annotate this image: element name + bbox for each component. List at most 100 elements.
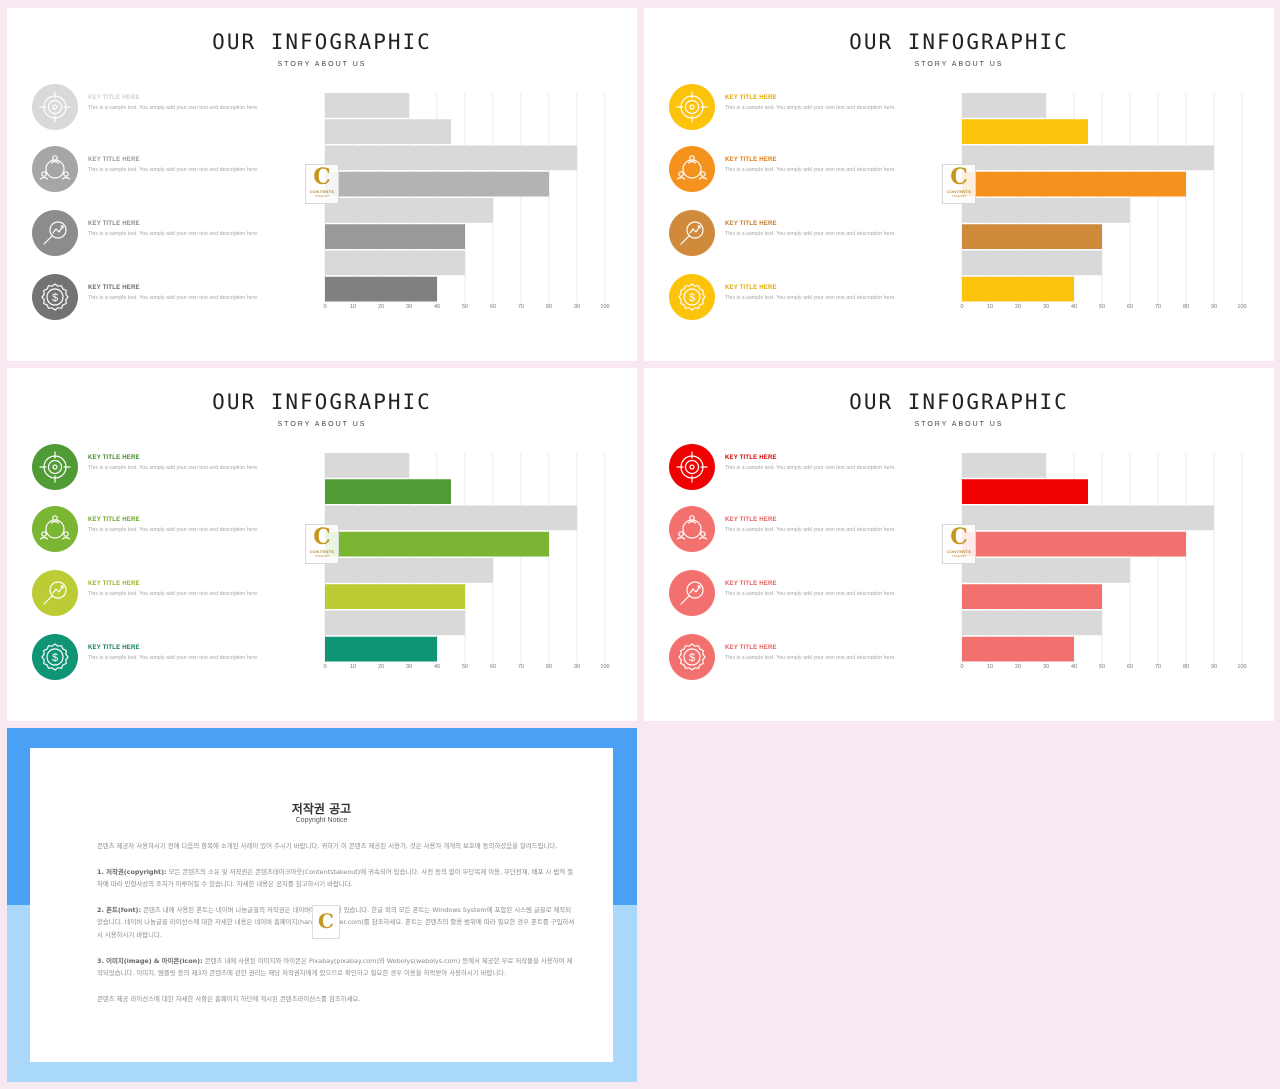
x-tick-label: 70 (1155, 304, 1161, 310)
x-tick-label: 30 (1043, 304, 1049, 310)
target-icon (32, 444, 78, 490)
key-title: KEY TITLE HERE (725, 221, 777, 227)
logo-sub: TAKEOUT (952, 194, 966, 198)
x-tick-label: 60 (490, 304, 496, 310)
x-tick-label: 60 (1127, 304, 1133, 310)
x-tick-label: 100 (600, 664, 609, 670)
key-description: This is a sample text. You simply add yo… (88, 591, 259, 597)
key-title: KEY TITLE HERE (725, 95, 777, 101)
bar-chart: 0 10 20 30 40 50 60 70 80 90 100 (960, 93, 1252, 328)
key-item: KEY TITLE HERE This is a sample text. Yo… (32, 84, 322, 130)
x-tick-label: 30 (406, 664, 412, 670)
svg-text:$: $ (689, 652, 695, 664)
magnifier-chart-icon (32, 570, 78, 616)
x-tick-label: 50 (462, 664, 468, 670)
key-description: This is a sample text. You simply add yo… (725, 591, 896, 597)
key-title: KEY TITLE HERE (88, 455, 140, 461)
watermark-logo: C CONTENTS TAKEOUT (305, 524, 339, 564)
key-description: This is a sample text. You simply add yo… (88, 295, 259, 301)
x-tick-label: 10 (987, 304, 993, 310)
logo-sub: TAKEOUT (315, 194, 329, 198)
bar-value (325, 636, 437, 662)
notice-section-text: 콘텐츠 내에 사용된 이미지와 아이콘은 Pixabay(pixabay.com… (97, 956, 573, 978)
key-item: KEY TITLE HERE This is a sample text. Yo… (32, 444, 322, 490)
x-tick-label: 90 (574, 664, 580, 670)
network-icon (32, 506, 78, 552)
watermark-logo: C CONTENTS TAKEOUT (942, 524, 976, 564)
slide-title: OUR INFOGRAPHIC (849, 390, 1069, 414)
key-title: KEY TITLE HERE (88, 157, 140, 163)
key-item: $ KEY TITLE HERE This is a sample text. … (669, 274, 959, 320)
slide-title: OUR INFOGRAPHIC (212, 390, 432, 414)
watermark-logo: C (312, 905, 340, 939)
x-tick-label: 20 (1015, 664, 1021, 670)
key-item: KEY TITLE HERE This is a sample text. Yo… (669, 444, 959, 490)
bar-baseline (325, 505, 577, 531)
bar-value (962, 584, 1102, 609)
bar-baseline (962, 505, 1214, 531)
logo-letter: C (318, 909, 334, 933)
x-tick-label: 70 (1155, 664, 1161, 670)
x-tick-label: 40 (1071, 664, 1077, 670)
notice-section-heading: 1. 저작권(copyright): (97, 867, 167, 876)
x-tick-label: 90 (1211, 664, 1217, 670)
bar-baseline (962, 93, 1046, 118)
key-description: This is a sample text. You simply add yo… (88, 465, 259, 471)
x-tick-label: 70 (518, 664, 524, 670)
bar-baseline (325, 610, 465, 636)
x-tick-label: 10 (987, 664, 993, 670)
notice-card: 저작권 공고 Copyright Notice 콘텐츠 제공자 사용하시기 전에… (30, 748, 613, 1062)
bar-baseline (325, 145, 577, 171)
x-tick-label: 10 (350, 304, 356, 310)
svg-text:$: $ (52, 652, 58, 664)
slide-green: OUR INFOGRAPHIC STORY ABOUT US KEY TITLE… (7, 368, 637, 721)
network-icon (669, 506, 715, 552)
watermark-logo: C CONTENTS TAKEOUT (305, 164, 339, 204)
logo-text: CONTENTS (309, 189, 335, 194)
bar-value (962, 479, 1088, 504)
x-tick-label: 50 (462, 304, 468, 310)
notice-section-copyright: 1. 저작권(copyright): 모든 콘텐츠의 소유 및 저작권은 콘텐츠… (97, 866, 577, 891)
magnifier-chart-icon (669, 570, 715, 616)
key-description: This is a sample text. You simply add yo… (725, 465, 896, 471)
bar-chart-svg: 0 10 20 30 40 50 60 70 80 90 100 (323, 453, 610, 670)
key-item: KEY TITLE HERE This is a sample text. Yo… (669, 506, 959, 552)
bar-chart-svg: 0 10 20 30 40 50 60 70 80 90 100 (960, 453, 1247, 670)
key-item: $ KEY TITLE HERE This is a sample text. … (32, 634, 322, 680)
logo-text: CONTENTS (309, 549, 335, 554)
x-tick-label: 70 (518, 304, 524, 310)
x-tick-label: 100 (1237, 664, 1246, 670)
key-description: This is a sample text. You simply add yo… (725, 105, 896, 111)
bar-baseline (325, 453, 409, 478)
svg-text:$: $ (689, 292, 695, 304)
notice-title: 저작권 공고 (291, 802, 352, 816)
x-tick-label: 20 (1015, 304, 1021, 310)
x-tick-label: 40 (434, 664, 440, 670)
dollar-badge-icon: $ (669, 634, 715, 680)
key-title: KEY TITLE HERE (88, 645, 140, 651)
x-tick-label: 0 (960, 304, 963, 310)
notice-outro: 콘텐츠 제공 라이선스에 대한 자세한 사항은 홈페이지 하단에 게시된 콘텐츠… (97, 994, 361, 1003)
key-description: This is a sample text. You simply add yo… (88, 527, 259, 533)
bar-value (325, 171, 549, 197)
x-tick-label: 30 (1043, 664, 1049, 670)
key-description: This is a sample text. You simply add yo… (88, 655, 259, 661)
key-title: KEY TITLE HERE (88, 95, 140, 101)
slide-orange: OUR INFOGRAPHIC STORY ABOUT US KEY TITLE… (644, 8, 1274, 361)
bar-baseline (962, 453, 1046, 478)
key-title: KEY TITLE HERE (725, 455, 777, 461)
slide-red: OUR INFOGRAPHIC STORY ABOUT US KEY TITLE… (644, 368, 1274, 721)
key-description: This is a sample text. You simply add yo… (725, 231, 896, 237)
logo-sub: TAKEOUT (315, 554, 329, 558)
key-description: This is a sample text. You simply add yo… (88, 167, 259, 173)
bar-baseline (962, 558, 1130, 583)
x-tick-label: 100 (1237, 304, 1246, 310)
key-title: KEY TITLE HERE (725, 517, 777, 523)
bar-value (962, 119, 1088, 144)
bar-baseline (962, 198, 1130, 223)
target-icon (32, 84, 78, 130)
key-title: KEY TITLE HERE (725, 581, 777, 587)
bar-baseline (325, 250, 465, 276)
notice-subtitle: Copyright Notice (295, 817, 348, 824)
key-item: KEY TITLE HERE This is a sample text. Yo… (669, 210, 959, 256)
